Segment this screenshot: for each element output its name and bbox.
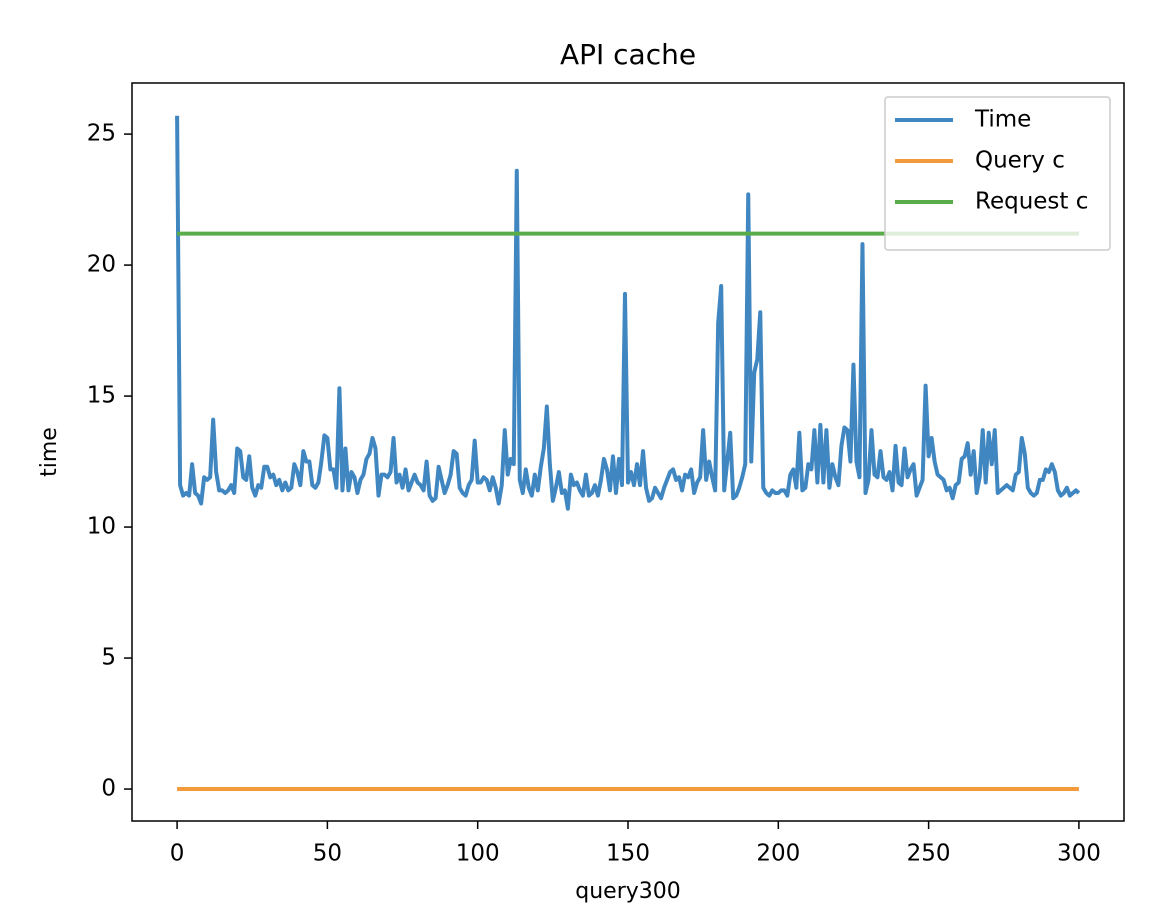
x-tick-label: 300 [1057,841,1101,867]
x-tick-label: 0 [170,841,185,867]
y-axis-label: time [37,427,62,477]
x-tick-label: 100 [456,841,500,867]
legend-box [884,96,1111,251]
chart-title: API cache [560,38,696,71]
legend-label: Request c [975,189,1088,215]
y-tick-label: 10 [87,514,116,540]
line-series [175,115,1081,511]
y-tick-label: 15 [87,383,116,409]
x-tick-label: 200 [756,841,800,867]
legend-label: Time [974,107,1031,133]
y-tick-label: 5 [101,645,116,671]
y-tick-label: 25 [87,121,116,147]
x-axis-label: query300 [575,879,681,904]
x-tick-label: 50 [313,841,342,867]
x-tick-label: 150 [606,841,650,867]
y-tick-label: 0 [101,776,116,802]
x-tick-label: 250 [907,841,951,867]
axes-frame [131,82,1125,822]
legend-label: Query c [975,148,1065,174]
y-tick-label: 20 [87,252,116,278]
